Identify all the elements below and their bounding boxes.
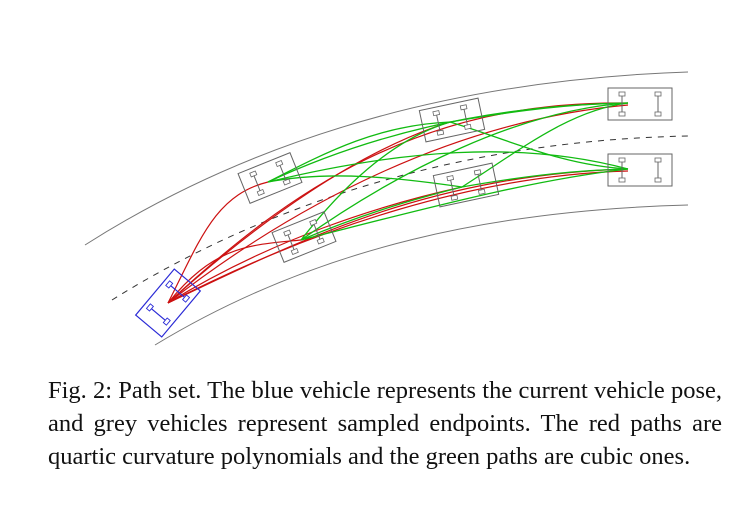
sampled-vehicle — [432, 162, 500, 208]
quartic-path — [167, 186, 463, 304]
cubic-path — [300, 168, 629, 241]
sampled-vehicle — [607, 87, 673, 121]
quartic-path — [167, 239, 302, 304]
cubic-path — [461, 168, 629, 188]
sampled-vehicle — [418, 97, 486, 143]
quartic-path — [167, 121, 451, 304]
sampled-vehicle — [237, 152, 303, 204]
ego-vehicle — [134, 268, 202, 338]
quartic-path — [167, 168, 629, 304]
cubic-path — [267, 175, 463, 188]
cubic-path — [300, 186, 463, 241]
figure-caption: Fig. 2: Path set. The blue vehicle repre… — [48, 377, 722, 470]
cubic-path — [300, 121, 451, 241]
sampled-vehicle — [271, 211, 337, 263]
cubic-path — [449, 121, 629, 170]
road-centerline — [111, 135, 689, 301]
quartic-path — [167, 104, 629, 304]
quartic-paths — [167, 102, 629, 304]
cubic-paths — [267, 102, 629, 241]
quartic-path — [167, 170, 629, 304]
cubic-path — [267, 151, 629, 183]
cubic-path — [267, 121, 451, 183]
road-inner-edge — [154, 204, 689, 346]
quartic-path — [167, 181, 269, 304]
cubic-path — [300, 102, 629, 241]
sampled-vehicle — [607, 153, 673, 187]
road-outer-edge — [84, 71, 689, 246]
